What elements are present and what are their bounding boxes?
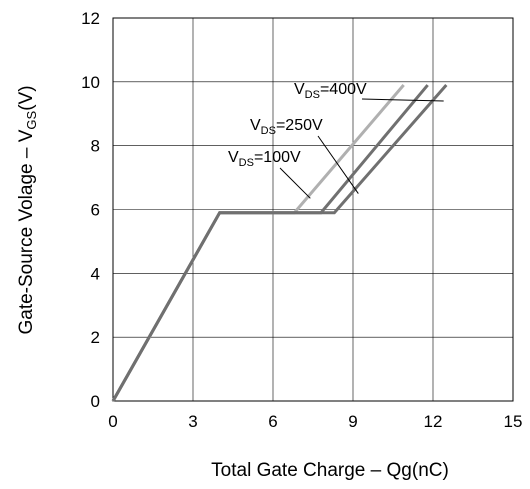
series-lines [111, 84, 448, 402]
series-line-vds-400v [111, 84, 448, 402]
series-label-rest: =250V [276, 117, 323, 134]
annotation-leader-line [361, 98, 444, 102]
series-label-v: V [250, 117, 261, 134]
x-tick-labels: 0 3 6 9 12 15 [108, 412, 522, 431]
y-axis-title-unit-rest: (V) [16, 85, 37, 110]
y-axis-title: Gate-Source Volage – VGS(V) [16, 85, 39, 334]
y-tick-label: 10 [81, 73, 100, 92]
y-axis-title-unit-v: V [16, 129, 37, 142]
y-tick-label: 8 [91, 137, 100, 156]
series-label-vds-250v: VDS=250V [250, 117, 323, 137]
series-label-sub: DS [239, 157, 254, 169]
series-label-rest: =400V [320, 81, 367, 98]
series-label-v: V [228, 149, 239, 166]
y-tick-label: 0 [91, 392, 100, 411]
y-tick-label: 12 [81, 9, 100, 28]
series-label-v: V [294, 81, 305, 98]
series-label-rest: =100V [254, 149, 301, 166]
grid-lines [113, 18, 513, 401]
x-axis-title-unit: Qg(nC) [387, 460, 449, 481]
x-axis-title-text: Total Gate Charge [211, 460, 365, 481]
annotation-leader-lines [279, 98, 444, 199]
series-label-sub: DS [305, 89, 320, 101]
x-tick-label: 15 [504, 412, 523, 431]
series-label-vds-400v: VDS=400V [294, 81, 367, 101]
annotation-leader-line [317, 135, 359, 194]
y-axis-title-dash: – [16, 142, 37, 158]
y-tick-label: 6 [91, 201, 100, 220]
x-tick-label: 6 [268, 412, 277, 431]
y-tick-label: 4 [91, 264, 100, 283]
x-tick-label: 3 [188, 412, 197, 431]
annotation-leader-line [279, 167, 311, 199]
x-tick-label: 12 [424, 412, 443, 431]
x-tick-label: 0 [108, 412, 117, 431]
x-tick-label: 9 [348, 412, 357, 431]
x-axis-title: Total Gate Charge – Qg(nC) [211, 460, 449, 481]
y-axis-title-text: Gate-Source Volage [16, 163, 37, 334]
series-label-vds-100v: VDS=100V [228, 149, 301, 169]
x-axis-title-dash: – [371, 460, 387, 481]
y-tick-label: 2 [91, 328, 100, 347]
y-tick-labels: 0 2 4 6 8 10 12 [81, 9, 100, 411]
series-label-sub: DS [261, 125, 276, 137]
y-axis-title-unit-sub: GS [24, 110, 39, 129]
